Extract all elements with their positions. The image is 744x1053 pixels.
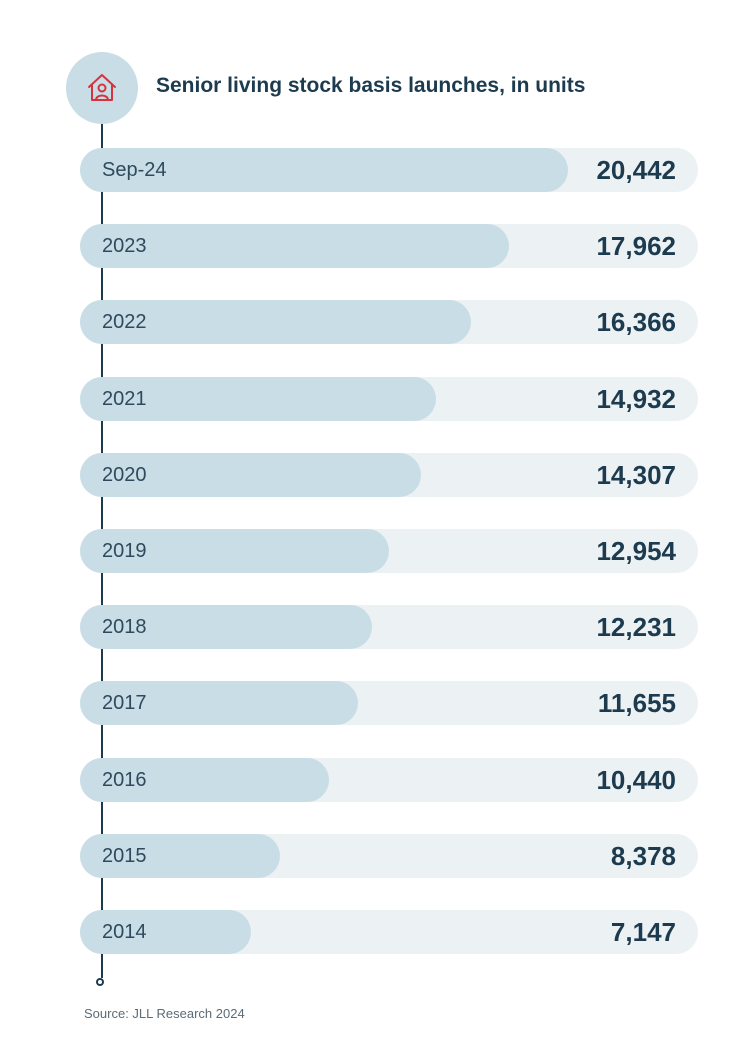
bar-row: 2018 12,231 (80, 605, 698, 649)
value-label: 12,954 (596, 536, 676, 566)
bar (80, 758, 329, 802)
bar (80, 910, 251, 954)
category-label: 2017 (102, 692, 147, 714)
bar (80, 834, 280, 878)
bar (80, 529, 389, 573)
bar (80, 377, 436, 421)
value-label: 17,962 (596, 231, 676, 261)
value-label: 7,147 (610, 917, 676, 947)
category-label: 2018 (102, 616, 147, 638)
category-label: 2014 (102, 921, 147, 943)
bar-row: 2022 16,366 (80, 300, 698, 344)
bar (80, 453, 421, 497)
value-label: 11,655 (597, 688, 676, 718)
bar-row: 2017 11,655 (80, 681, 698, 725)
bar-row: Sep-24 20,442 (80, 148, 698, 192)
bar-row: 2015 8,378 (80, 834, 698, 878)
source-note: Source: JLL Research 2024 (84, 1006, 245, 1021)
value-label: 20,442 (596, 155, 676, 185)
bar-row: 2020 14,307 (80, 453, 698, 497)
category-label: 2022 (102, 311, 147, 333)
bar (80, 681, 358, 725)
house-person-icon (66, 52, 138, 124)
value-label: 12,231 (596, 612, 676, 642)
bar-row: 2016 10,440 (80, 758, 698, 802)
value-label: 8,378 (610, 841, 676, 871)
bar (80, 148, 568, 192)
bar-row: 2014 7,147 (80, 910, 698, 954)
value-label: 10,440 (596, 765, 676, 795)
category-label: 2023 (102, 235, 147, 257)
value-label: 14,307 (596, 460, 676, 490)
category-label: 2015 (102, 845, 147, 867)
category-label: 2019 (102, 540, 147, 562)
chart-title: Senior living stock basis launches, in u… (156, 74, 586, 97)
value-label: 14,932 (596, 384, 676, 414)
category-label: 2021 (102, 388, 147, 410)
bar (80, 224, 509, 268)
category-label: 2016 (102, 769, 147, 791)
bar-row: 2023 17,962 (80, 224, 698, 268)
value-label: 16,366 (596, 307, 676, 337)
timeline-end-marker (96, 978, 104, 986)
category-label: 2020 (102, 464, 147, 486)
bar-row: 2021 14,932 (80, 377, 698, 421)
bar (80, 300, 471, 344)
bar-row: 2019 12,954 (80, 529, 698, 573)
category-label: Sep-24 (102, 159, 167, 181)
bar (80, 605, 372, 649)
